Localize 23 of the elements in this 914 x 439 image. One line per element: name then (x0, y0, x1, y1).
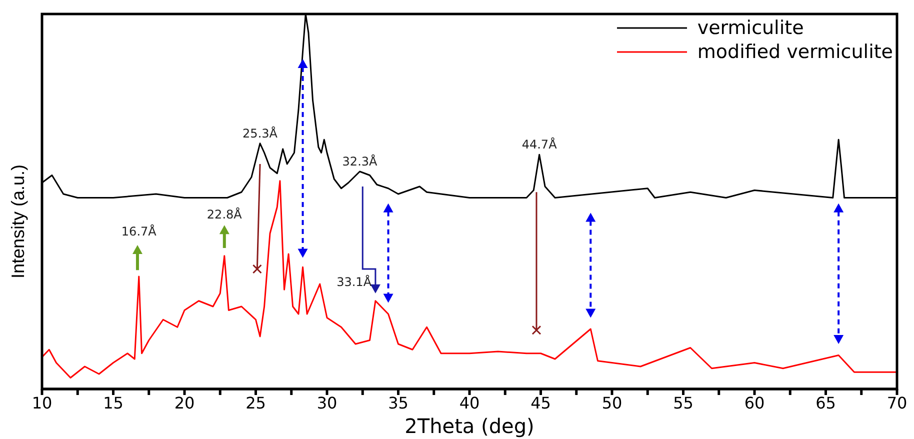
x-tick-label: 10 (32, 393, 52, 412)
annotation: 25.3Å (242, 125, 278, 140)
annotation: 16.7Å (121, 223, 158, 238)
x-tick-label: 65 (816, 393, 836, 412)
annotation: 32.3Å (342, 154, 378, 168)
x-tick-label: 45 (530, 393, 551, 412)
x-tick-label: 30 (316, 393, 338, 412)
legend-label: modified vermiculite (697, 40, 893, 64)
legend-label: vermiculite (697, 16, 804, 40)
annotation: 22.8Å (206, 206, 243, 222)
x-tick-label: 35 (388, 393, 408, 412)
annotation: 33.1Å (336, 274, 372, 289)
x-axis-title: 2Theta (deg) (404, 414, 534, 438)
x-tick-label: 55 (673, 393, 694, 412)
y-axis-title: Intensity (a.u.) (8, 164, 28, 279)
x-tick-label: 60 (744, 393, 765, 412)
x-tick-label: 70 (886, 393, 908, 412)
x-tick-label: 25 (246, 393, 266, 412)
x-tick-label: 15 (103, 393, 124, 412)
x-tick-label: 40 (459, 393, 480, 412)
x-tick-label: 50 (602, 393, 622, 412)
annotation: 44.7Å (522, 136, 558, 152)
x-tick-label: 20 (174, 393, 195, 412)
